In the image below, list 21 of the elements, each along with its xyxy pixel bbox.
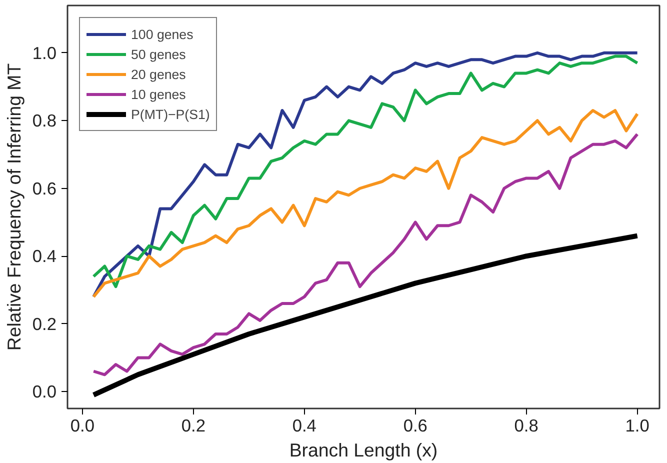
y-tick-label: 0.0 bbox=[32, 382, 57, 402]
legend-label: 20 genes bbox=[131, 66, 186, 82]
y-tick-label: 0.2 bbox=[32, 314, 57, 334]
legend-label: P(MT)−P(S1) bbox=[131, 106, 210, 122]
line-series bbox=[92, 108, 639, 298]
x-tick-label: 0.8 bbox=[514, 416, 538, 436]
x-tick-label: 0.6 bbox=[403, 416, 428, 436]
legend-label: 10 genes bbox=[131, 86, 186, 102]
x-tick-label: 1.0 bbox=[625, 416, 650, 436]
x-tick-label: 0.2 bbox=[181, 416, 206, 436]
y-tick-label: 1.0 bbox=[32, 42, 57, 63]
y-tick-label: 0.4 bbox=[32, 246, 57, 266]
line-series bbox=[92, 132, 639, 376]
y-tick-label: 0.6 bbox=[32, 178, 57, 198]
x-tick-label: 0.0 bbox=[70, 416, 95, 436]
x-tick-label: 0.4 bbox=[292, 416, 317, 436]
x-axis-title: Branch Length (x) bbox=[289, 440, 438, 460]
y-axis-title: Relative Frequency of Inferring MT bbox=[3, 63, 24, 351]
y-tick-label: 0.8 bbox=[32, 110, 57, 131]
legend-label: 50 genes bbox=[131, 46, 186, 62]
legend-label: 100 genes bbox=[131, 26, 194, 42]
